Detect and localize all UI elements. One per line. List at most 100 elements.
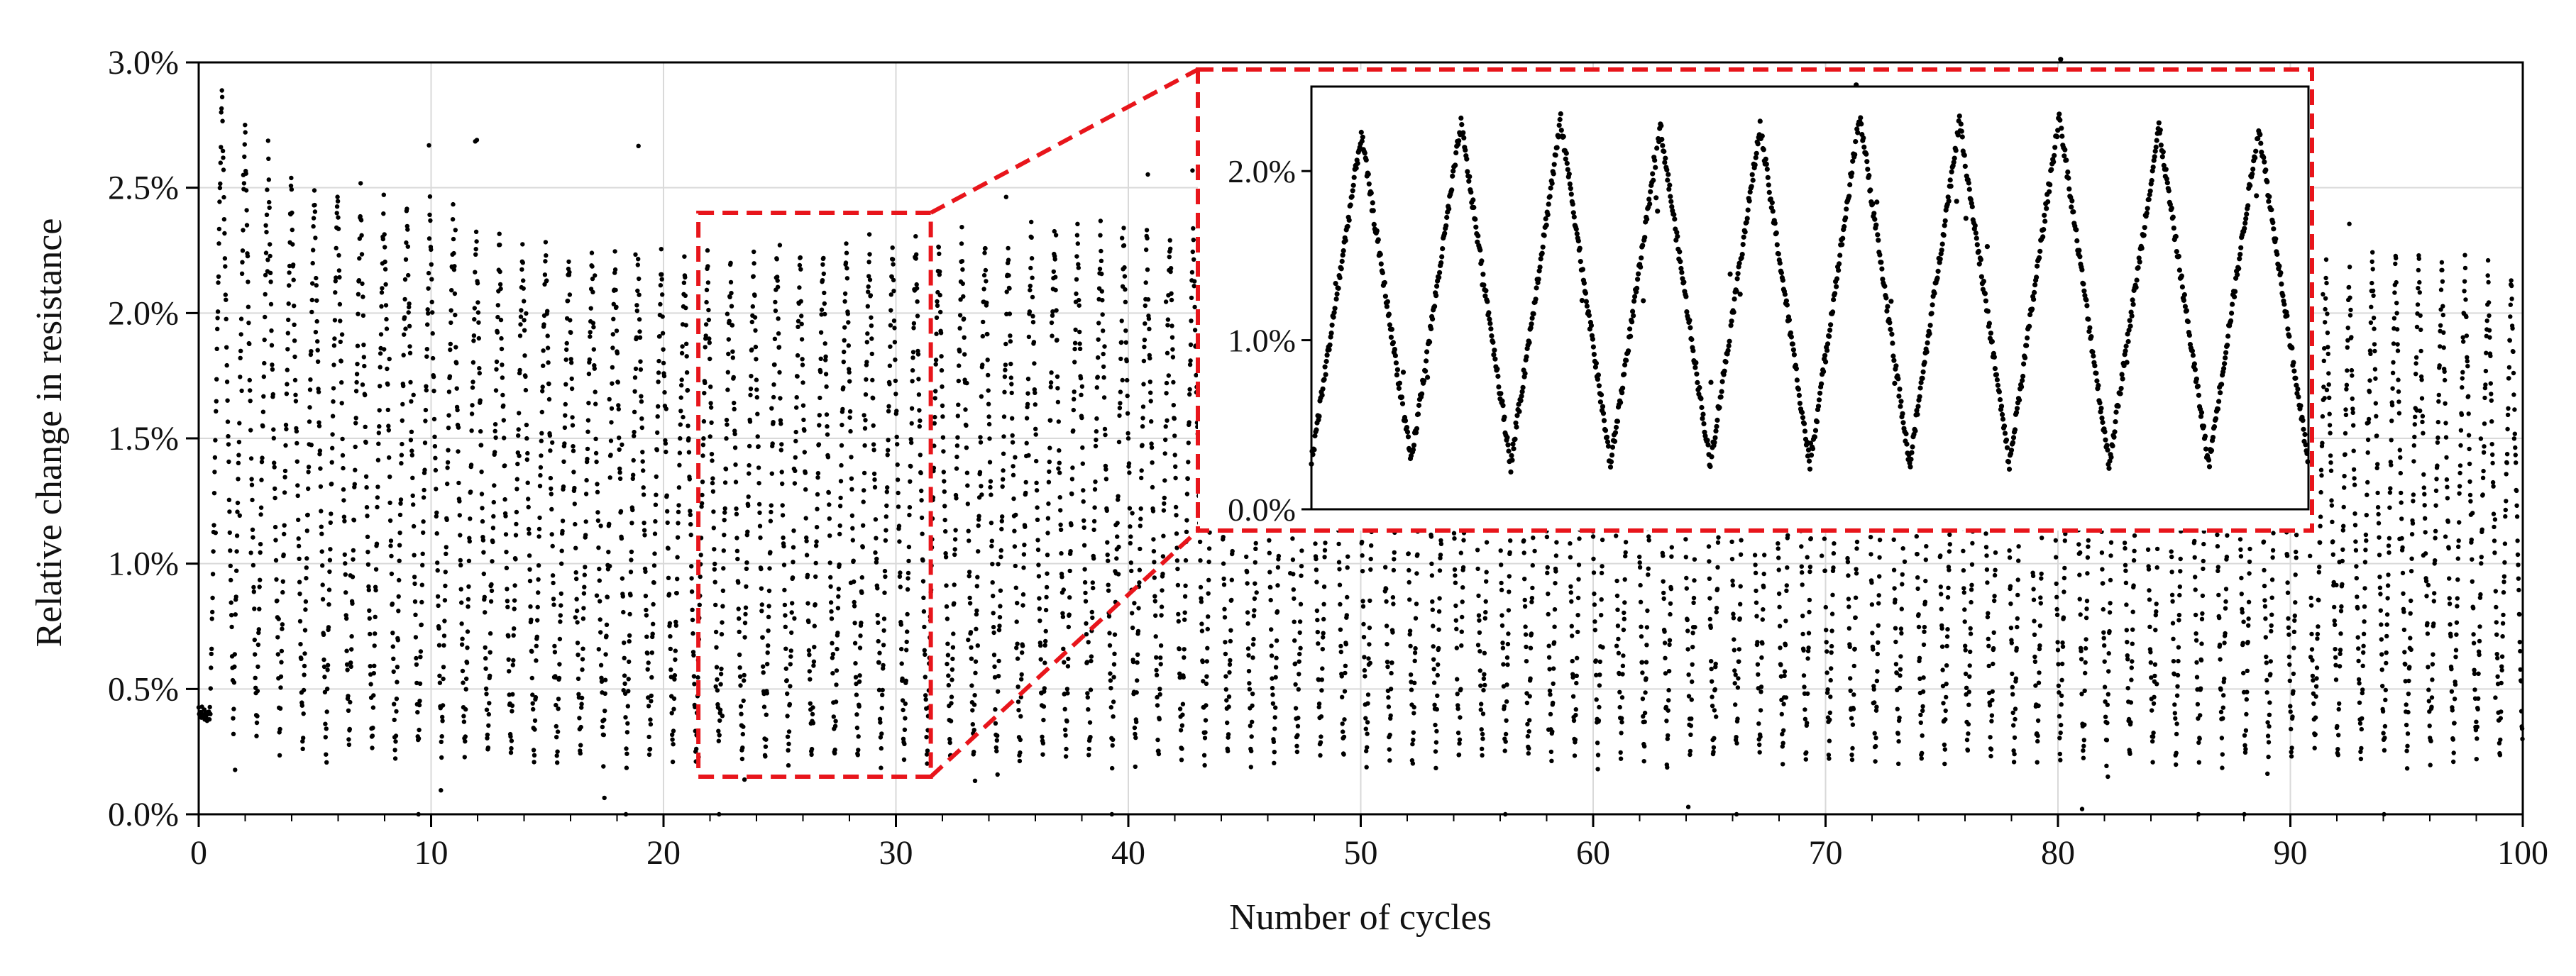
data-point bbox=[1253, 546, 1258, 551]
data-point bbox=[757, 523, 763, 528]
data-point bbox=[563, 382, 568, 387]
data-point bbox=[893, 392, 898, 396]
data-point bbox=[981, 272, 987, 278]
data-point bbox=[656, 370, 661, 375]
data-point bbox=[1599, 597, 1604, 602]
data-point bbox=[768, 550, 773, 555]
data-point bbox=[837, 562, 842, 567]
data-point bbox=[1735, 716, 1740, 721]
data-point bbox=[1069, 523, 1074, 528]
data-point bbox=[1090, 580, 1096, 585]
data-point bbox=[1291, 572, 1296, 577]
data-point bbox=[262, 360, 267, 366]
data-point bbox=[842, 291, 848, 296]
data-point bbox=[1438, 553, 1443, 558]
data-point bbox=[226, 459, 231, 465]
data-point bbox=[1336, 560, 1342, 565]
data-point bbox=[1684, 575, 1689, 581]
data-point bbox=[1011, 496, 1016, 501]
data-point bbox=[559, 548, 564, 553]
data-point bbox=[769, 471, 775, 476]
data-point bbox=[809, 752, 814, 758]
data-point bbox=[453, 228, 458, 233]
data-point bbox=[809, 746, 815, 752]
data-point bbox=[1143, 321, 1147, 326]
data-point bbox=[1360, 604, 1366, 609]
data-point bbox=[1103, 467, 1108, 472]
data-point bbox=[1128, 560, 1134, 565]
data-point bbox=[1154, 672, 1160, 677]
data-point bbox=[721, 548, 726, 553]
data-point bbox=[228, 563, 233, 568]
data-point bbox=[429, 277, 434, 282]
data-point bbox=[436, 626, 441, 631]
data-point bbox=[509, 738, 514, 743]
data-point bbox=[1180, 712, 1185, 717]
data-point bbox=[1290, 557, 1296, 562]
data-point bbox=[795, 374, 800, 379]
data-point bbox=[818, 395, 822, 401]
data-point bbox=[624, 746, 629, 751]
data-point bbox=[1042, 686, 1047, 691]
data-point bbox=[1001, 477, 1006, 482]
data-point bbox=[1592, 591, 1597, 597]
data-point bbox=[484, 692, 489, 697]
data-point bbox=[1074, 233, 1080, 238]
data-point bbox=[1386, 704, 1392, 709]
data-point bbox=[224, 379, 230, 384]
data-point bbox=[759, 586, 764, 591]
data-point bbox=[492, 428, 497, 433]
data-point bbox=[1153, 613, 1158, 619]
data-point bbox=[1155, 694, 1160, 700]
data-point bbox=[1433, 722, 1438, 728]
data-point bbox=[286, 301, 291, 306]
data-point bbox=[977, 470, 983, 475]
data-point bbox=[382, 267, 388, 272]
data-point bbox=[238, 355, 243, 360]
data-point bbox=[921, 609, 927, 614]
data-point bbox=[1413, 616, 1419, 621]
data-point bbox=[1125, 393, 1130, 399]
data-point bbox=[986, 388, 991, 393]
data-point bbox=[1822, 568, 1827, 573]
data-point bbox=[529, 675, 534, 681]
data-point bbox=[458, 558, 463, 563]
data-point bbox=[1451, 531, 1457, 536]
data-point bbox=[714, 665, 720, 670]
data-point bbox=[952, 537, 958, 542]
data-point bbox=[236, 477, 241, 482]
data-point bbox=[1117, 406, 1123, 411]
data-point bbox=[475, 281, 480, 286]
data-point bbox=[324, 726, 329, 731]
data-point bbox=[833, 699, 839, 704]
data-point bbox=[574, 597, 579, 601]
data-point bbox=[1385, 660, 1390, 665]
data-point bbox=[401, 383, 406, 389]
data-point bbox=[481, 571, 486, 577]
data-point bbox=[1187, 387, 1192, 392]
data-point bbox=[1222, 615, 1228, 620]
data-point bbox=[385, 382, 390, 387]
data-point bbox=[1365, 720, 1370, 725]
data-point bbox=[884, 503, 889, 509]
data-point bbox=[704, 287, 710, 292]
data-point bbox=[557, 636, 563, 642]
data-point bbox=[419, 599, 424, 605]
data-point bbox=[873, 517, 879, 522]
data-point bbox=[1599, 570, 1605, 576]
data-point bbox=[1551, 666, 1556, 671]
data-point bbox=[1191, 257, 1196, 262]
data-point bbox=[1072, 346, 1077, 352]
data-point bbox=[492, 450, 497, 455]
data-point bbox=[411, 392, 416, 397]
data-point bbox=[748, 392, 753, 398]
data-point bbox=[1179, 758, 1184, 762]
data-point bbox=[1253, 540, 1258, 546]
data-point bbox=[1754, 600, 1759, 605]
data-point bbox=[1614, 533, 1619, 538]
data-point bbox=[1527, 694, 1532, 699]
data-point bbox=[473, 229, 479, 234]
data-point bbox=[773, 299, 778, 305]
data-point bbox=[707, 340, 712, 345]
data-point bbox=[1692, 557, 1697, 562]
